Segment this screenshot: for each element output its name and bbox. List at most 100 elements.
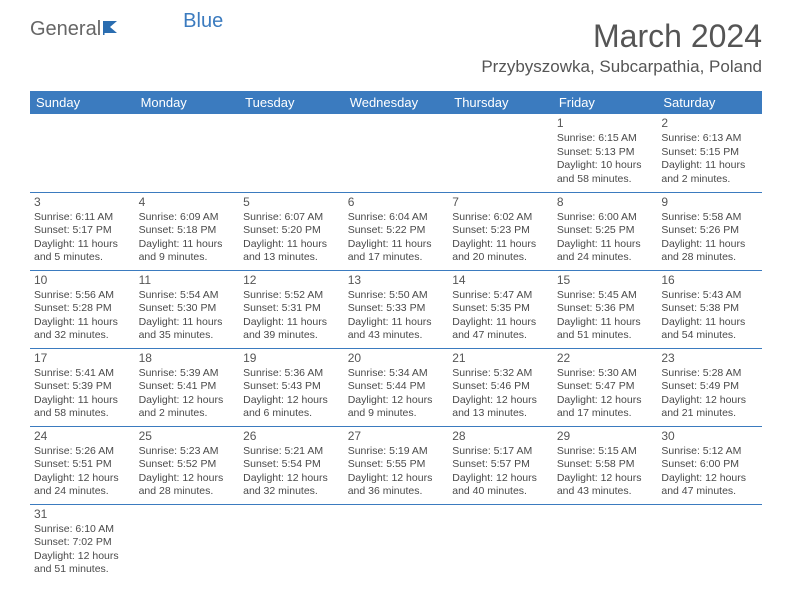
day-set: Sunset: 5:20 PM xyxy=(243,224,340,237)
day-dl2: and 2 minutes. xyxy=(139,407,236,420)
calendar-week-row: 10Sunrise: 5:56 AMSunset: 5:28 PMDayligh… xyxy=(30,270,762,348)
day-set: Sunset: 5:25 PM xyxy=(557,224,654,237)
day-rise: Sunrise: 5:23 AM xyxy=(139,445,236,458)
day-dl1: Daylight: 12 hours xyxy=(452,394,549,407)
day-header-row: Sunday Monday Tuesday Wednesday Thursday… xyxy=(30,91,762,114)
day-dl1: Daylight: 12 hours xyxy=(139,472,236,485)
calendar-day-cell: 5Sunrise: 6:07 AMSunset: 5:20 PMDaylight… xyxy=(239,192,344,270)
calendar-day-cell: 14Sunrise: 5:47 AMSunset: 5:35 PMDayligh… xyxy=(448,270,553,348)
day-set: Sunset: 6:00 PM xyxy=(661,458,758,471)
day-dl2: and 35 minutes. xyxy=(139,329,236,342)
day-set: Sunset: 5:26 PM xyxy=(661,224,758,237)
day-dl2: and 9 minutes. xyxy=(348,407,445,420)
calendar-day-cell xyxy=(135,114,240,192)
day-set: Sunset: 5:23 PM xyxy=(452,224,549,237)
day-rise: Sunrise: 5:19 AM xyxy=(348,445,445,458)
day-set: Sunset: 5:18 PM xyxy=(139,224,236,237)
day-number: 29 xyxy=(557,429,654,444)
calendar-day-cell: 1Sunrise: 6:15 AMSunset: 5:13 PMDaylight… xyxy=(553,114,658,192)
day-header: Wednesday xyxy=(344,91,449,114)
day-number: 3 xyxy=(34,195,131,210)
day-number: 10 xyxy=(34,273,131,288)
day-rise: Sunrise: 5:43 AM xyxy=(661,289,758,302)
day-dl2: and 51 minutes. xyxy=(557,329,654,342)
day-set: Sunset: 5:47 PM xyxy=(557,380,654,393)
calendar-week-row: 3Sunrise: 6:11 AMSunset: 5:17 PMDaylight… xyxy=(30,192,762,270)
day-rise: Sunrise: 5:47 AM xyxy=(452,289,549,302)
calendar-day-cell: 12Sunrise: 5:52 AMSunset: 5:31 PMDayligh… xyxy=(239,270,344,348)
day-dl2: and 24 minutes. xyxy=(34,485,131,498)
day-dl1: Daylight: 11 hours xyxy=(34,238,131,251)
day-set: Sunset: 5:17 PM xyxy=(34,224,131,237)
day-dl1: Daylight: 11 hours xyxy=(34,316,131,329)
day-dl1: Daylight: 11 hours xyxy=(661,316,758,329)
location-text: Przybyszowka, Subcarpathia, Poland xyxy=(481,57,762,77)
calendar-day-cell xyxy=(30,114,135,192)
day-rise: Sunrise: 5:15 AM xyxy=(557,445,654,458)
day-rise: Sunrise: 5:26 AM xyxy=(34,445,131,458)
day-dl2: and 40 minutes. xyxy=(452,485,549,498)
calendar-day-cell xyxy=(657,504,762,582)
day-dl2: and 36 minutes. xyxy=(348,485,445,498)
day-rise: Sunrise: 6:02 AM xyxy=(452,211,549,224)
day-rise: Sunrise: 6:15 AM xyxy=(557,132,654,145)
logo-text-blue: Blue xyxy=(183,10,223,33)
day-set: Sunset: 5:49 PM xyxy=(661,380,758,393)
day-set: Sunset: 5:46 PM xyxy=(452,380,549,393)
day-dl2: and 28 minutes. xyxy=(139,485,236,498)
day-dl2: and 43 minutes. xyxy=(557,485,654,498)
day-number: 26 xyxy=(243,429,340,444)
calendar-day-cell xyxy=(448,114,553,192)
day-number: 21 xyxy=(452,351,549,366)
calendar-day-cell: 6Sunrise: 6:04 AMSunset: 5:22 PMDaylight… xyxy=(344,192,449,270)
day-number: 16 xyxy=(661,273,758,288)
day-number: 11 xyxy=(139,273,236,288)
day-rise: Sunrise: 5:34 AM xyxy=(348,367,445,380)
day-rise: Sunrise: 6:07 AM xyxy=(243,211,340,224)
day-rise: Sunrise: 5:17 AM xyxy=(452,445,549,458)
day-dl1: Daylight: 11 hours xyxy=(661,238,758,251)
day-set: Sunset: 7:02 PM xyxy=(34,536,131,549)
day-rise: Sunrise: 5:39 AM xyxy=(139,367,236,380)
day-dl2: and 54 minutes. xyxy=(661,329,758,342)
calendar-day-cell: 18Sunrise: 5:39 AMSunset: 5:41 PMDayligh… xyxy=(135,348,240,426)
calendar-day-cell: 28Sunrise: 5:17 AMSunset: 5:57 PMDayligh… xyxy=(448,426,553,504)
day-dl1: Daylight: 12 hours xyxy=(557,394,654,407)
day-number: 19 xyxy=(243,351,340,366)
day-number: 1 xyxy=(557,116,654,131)
day-rise: Sunrise: 6:09 AM xyxy=(139,211,236,224)
day-dl2: and 28 minutes. xyxy=(661,251,758,264)
calendar-day-cell: 29Sunrise: 5:15 AMSunset: 5:58 PMDayligh… xyxy=(553,426,658,504)
day-number: 7 xyxy=(452,195,549,210)
day-dl2: and 17 minutes. xyxy=(557,407,654,420)
day-header: Tuesday xyxy=(239,91,344,114)
day-header: Thursday xyxy=(448,91,553,114)
calendar-day-cell: 24Sunrise: 5:26 AMSunset: 5:51 PMDayligh… xyxy=(30,426,135,504)
day-number: 18 xyxy=(139,351,236,366)
day-rise: Sunrise: 5:45 AM xyxy=(557,289,654,302)
day-dl2: and 9 minutes. xyxy=(139,251,236,264)
day-rise: Sunrise: 5:58 AM xyxy=(661,211,758,224)
calendar-week-row: 1Sunrise: 6:15 AMSunset: 5:13 PMDaylight… xyxy=(30,114,762,192)
day-dl2: and 32 minutes. xyxy=(34,329,131,342)
calendar-day-cell: 4Sunrise: 6:09 AMSunset: 5:18 PMDaylight… xyxy=(135,192,240,270)
day-dl1: Daylight: 12 hours xyxy=(348,394,445,407)
day-rise: Sunrise: 6:04 AM xyxy=(348,211,445,224)
day-rise: Sunrise: 5:54 AM xyxy=(139,289,236,302)
day-dl2: and 51 minutes. xyxy=(34,563,131,576)
month-title: March 2024 xyxy=(481,18,762,55)
day-rise: Sunrise: 6:00 AM xyxy=(557,211,654,224)
calendar-day-cell: 9Sunrise: 5:58 AMSunset: 5:26 PMDaylight… xyxy=(657,192,762,270)
calendar-day-cell: 23Sunrise: 5:28 AMSunset: 5:49 PMDayligh… xyxy=(657,348,762,426)
day-rise: Sunrise: 5:50 AM xyxy=(348,289,445,302)
day-set: Sunset: 5:51 PM xyxy=(34,458,131,471)
calendar-day-cell xyxy=(239,114,344,192)
day-number: 23 xyxy=(661,351,758,366)
day-set: Sunset: 5:57 PM xyxy=(452,458,549,471)
day-dl2: and 17 minutes. xyxy=(348,251,445,264)
day-number: 30 xyxy=(661,429,758,444)
day-dl2: and 58 minutes. xyxy=(557,173,654,186)
day-header: Monday xyxy=(135,91,240,114)
day-set: Sunset: 5:41 PM xyxy=(139,380,236,393)
day-set: Sunset: 5:54 PM xyxy=(243,458,340,471)
